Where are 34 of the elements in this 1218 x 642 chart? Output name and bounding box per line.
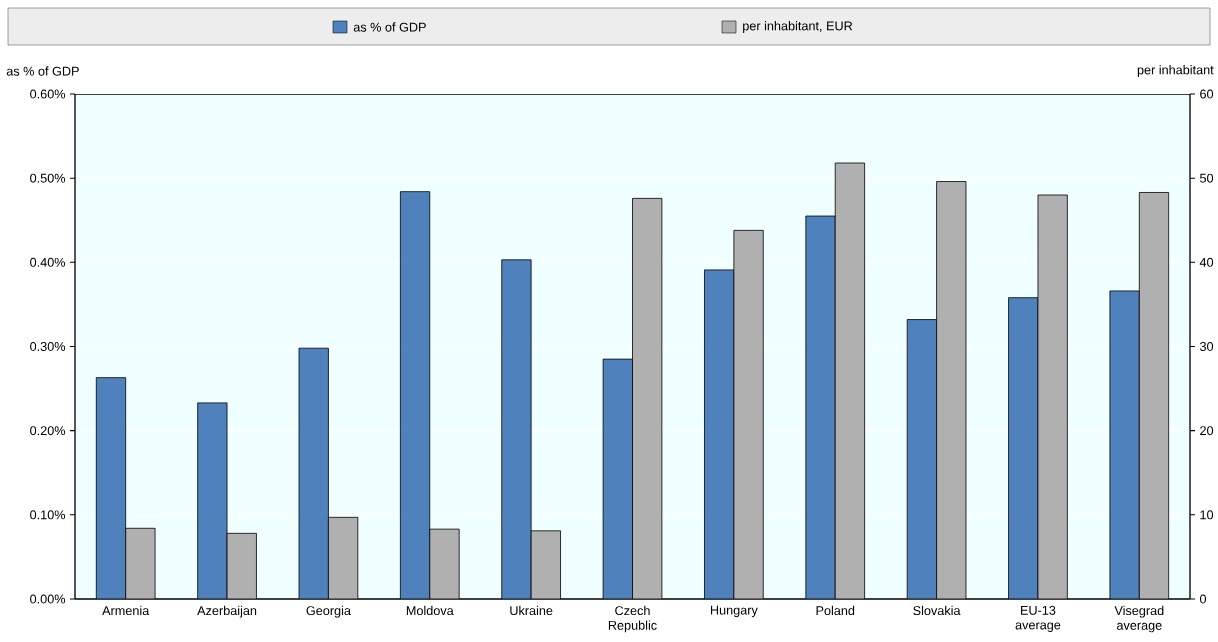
y-axis-title: as % of GDP [6,66,79,76]
x-tick-label: Armenia [102,605,150,616]
legend-label: per inhabitant, EUR [743,21,853,33]
y-tick-label: 0.00% [30,594,66,604]
y2-tick-label: 30 [1199,342,1214,351]
x-tick-label: EU-13 average [1015,605,1061,632]
y-tick-label: 0.20% [30,426,66,436]
x-tick-label: Poland [816,605,855,616]
y-tick-label: 0.60% [30,89,66,99]
y2-tick-label: 60 [1200,89,1214,99]
x-tick-label: Czech Republic [608,605,657,633]
y2-tick-label: 40 [1199,257,1214,267]
x-tick-label: Moldova [406,605,454,616]
bar [298,347,329,599]
y2-axis-title: per inhabitant [1137,65,1214,77]
bar [399,191,431,599]
y2-tick-label: 20 [1200,426,1214,436]
bar [501,259,532,599]
y-tick-label: 0.10% [30,510,66,520]
y-tick-label: 0.30% [30,342,66,351]
x-tick-label: Azerbaijan [197,605,257,618]
x-tick-label: Hungary [710,605,758,618]
y2-tick-label: 10 [1200,510,1214,520]
x-tick-label: Georgia [306,605,351,618]
bar [197,402,228,599]
y2-tick-label: 50 [1199,173,1214,183]
legend-label: as % of GDP [353,22,426,32]
bar [95,377,127,599]
y-tick-label: 0.50% [30,173,66,183]
x-tick-label: Slovakia [913,605,961,616]
x-tick-label: Visegrad average [1114,605,1164,633]
x-tick-label: Ukraine [510,605,553,616]
y-tick-label: 0.40% [30,257,66,267]
y2-tick-label: 0 [1199,594,1207,604]
